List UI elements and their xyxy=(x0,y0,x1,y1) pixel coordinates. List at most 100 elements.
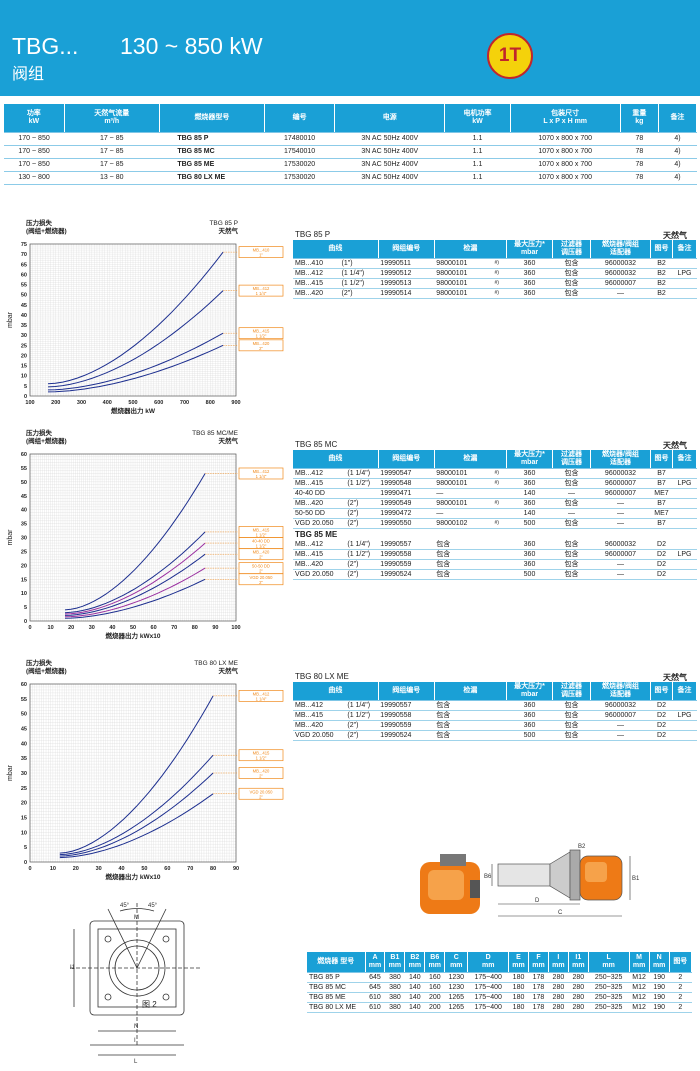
page-subtitle: 阀组 xyxy=(12,64,45,83)
valve-cell: 360 xyxy=(506,278,553,289)
dims-cell: 140 xyxy=(404,982,425,993)
valve-cell: 19990524 xyxy=(378,730,435,741)
valve-cell: MB...412 xyxy=(293,540,346,550)
valve-cell: 98000102 xyxy=(434,518,493,529)
spec-cell: 3N AC 50Hz 400V xyxy=(334,158,445,172)
valve-cell: LPG xyxy=(672,549,697,560)
valve-cell: D2 xyxy=(650,569,673,580)
valve-cell: D2 xyxy=(650,700,673,711)
y-title-sub: (阀组+燃烧器) xyxy=(26,226,67,235)
valve-cell: 19990511 xyxy=(378,258,435,269)
valve-cell: 19990548 xyxy=(378,478,435,489)
valve-table-tbg85mc: TBG 85 MC 天然气 曲线 阀组编号 检漏 最大压力* mbar 过滤器 调压器 燃烧器/… xyxy=(293,438,697,580)
valve-cell: 19990559 xyxy=(378,559,435,570)
burner-illustration-svg: D C B1 B6 B2 xyxy=(420,844,640,917)
dims-cell: 178 xyxy=(528,972,549,983)
valve-cell: (1") xyxy=(339,258,379,269)
x-tick-label: 40 xyxy=(118,866,124,872)
valve-cell: (2") xyxy=(345,730,379,741)
valve-cell xyxy=(492,569,507,580)
spec-cell: 17 ~ 85 xyxy=(64,132,160,146)
valve-cell: — xyxy=(590,288,651,299)
valve-cell: 包含 xyxy=(552,288,591,299)
spec-header-cell: 电源 xyxy=(334,104,446,133)
dims-cell: 280 xyxy=(548,982,569,993)
burner-dimension-drawing: D C B1 B6 B2 xyxy=(484,844,640,917)
valve-row: MB...420 (2") 19990559 包含 360 包含 — D2 xyxy=(293,720,697,731)
valve-cell: ME7 xyxy=(650,508,673,519)
y-tick-label: 15 xyxy=(21,364,27,370)
y-tick-label: 40 xyxy=(21,508,27,514)
x-tick-label: 90 xyxy=(233,866,239,872)
valve-cell: (1 1/4") xyxy=(345,700,379,711)
valve-table-title: TBG 85 P xyxy=(295,230,331,239)
valve-cell: 360 xyxy=(506,710,553,721)
x-tick-label: 80 xyxy=(210,866,216,872)
spec-header-cell: 天然气流量 m³/h xyxy=(64,104,160,133)
y-tick-label: 20 xyxy=(21,353,27,359)
chart-grid xyxy=(29,453,237,622)
dims-cell: M12 xyxy=(629,1002,650,1013)
valve-header-cell: 过滤器 调压器 xyxy=(552,682,591,701)
flange-drawing-svg: 45° 45° I1 N I L M 图 2 xyxy=(70,903,200,1065)
valve-cell: 360 xyxy=(506,540,553,550)
series-line xyxy=(47,251,224,385)
valve-cell: 19990513 xyxy=(378,278,435,289)
valve-row: MB...412 (1 1/4") 19990557 包含 360 包含 96000032 D… xyxy=(293,700,697,711)
valve-cell xyxy=(672,700,697,711)
valve-header-cell: 备注 xyxy=(672,450,697,469)
valve-cell: 360 xyxy=(506,559,553,570)
valve-cell: 96000032 xyxy=(590,540,651,550)
valve-cell xyxy=(672,488,697,499)
valve-cell: 包含 xyxy=(552,268,591,279)
valve-cell: #) xyxy=(492,468,507,479)
valve-cell xyxy=(672,559,697,570)
dims-cell: 1230 xyxy=(444,982,468,993)
gas-type: 天然气 xyxy=(663,673,687,682)
valve-cell: B2 xyxy=(650,268,673,279)
valve-cell: MB...420 xyxy=(293,720,346,731)
spec-cell: 17530020 xyxy=(264,171,335,185)
svg-text:B1: B1 xyxy=(632,876,640,882)
valve-cell: 96000032 xyxy=(590,258,651,269)
dims-header-cell: 图号 xyxy=(669,952,693,973)
series-label-size: 2" xyxy=(259,555,263,560)
series-label-size: 2" xyxy=(259,346,263,351)
spec-cell: 1070 x 800 x 700 xyxy=(510,132,621,146)
valve-cell xyxy=(672,518,697,529)
valve-cell: (2") xyxy=(345,518,379,529)
valve-header-cell: 曲线 xyxy=(293,240,379,259)
dims-cell: 175~400 xyxy=(467,992,509,1003)
series-line xyxy=(64,542,206,615)
valve-cell: 360 xyxy=(506,268,553,279)
valve-cell: MB...415 xyxy=(293,710,346,721)
series-label-name: 40-40 DD xyxy=(252,539,270,544)
y-tick-label: 0 xyxy=(24,394,27,400)
valve-cell: 98000101 xyxy=(434,478,493,489)
valve-header-cell: 检漏 xyxy=(434,240,508,259)
valve-cell xyxy=(493,700,507,711)
x-tick-label: 50 xyxy=(141,866,147,872)
valve-cell: LPG xyxy=(672,268,697,279)
valve-cell: 98000101 xyxy=(434,468,493,479)
y-tick-label: 55 xyxy=(21,466,27,472)
dims-cell: 1265 xyxy=(444,992,468,1003)
valve-cell: 包含 xyxy=(552,720,591,731)
dims-row: TBG 80 LX ME 610 380 140 200 1265 175~400 180 17… xyxy=(307,1002,692,1013)
chart-tbg85p-svg: 100 200 300 400 500 600 700 800 900 0 5 10 15 20 25 30 3… xyxy=(7,218,284,415)
valve-row: VGD 20.050 (2") 19990550 98000102 #) 500 包含 — B7 xyxy=(293,518,697,529)
valve-cell: 包含 xyxy=(552,549,591,560)
dims-cell: 645 xyxy=(365,972,385,983)
series-label-name: VGD 20.050 xyxy=(249,789,273,794)
series-label-size: 1 1/2" xyxy=(256,532,267,537)
valve-cell xyxy=(492,540,507,550)
x-tick-label: 50 xyxy=(130,625,136,631)
x-tick-label: 80 xyxy=(192,625,198,631)
spec-header-cell: 编号 xyxy=(264,104,336,133)
chart-title: TBG 80 LX ME xyxy=(194,660,238,667)
valve-cell: #) xyxy=(492,288,507,299)
dims-cell: 160 xyxy=(424,982,445,993)
valve-cell: ME7 xyxy=(650,488,673,499)
valve-cell xyxy=(492,488,507,499)
